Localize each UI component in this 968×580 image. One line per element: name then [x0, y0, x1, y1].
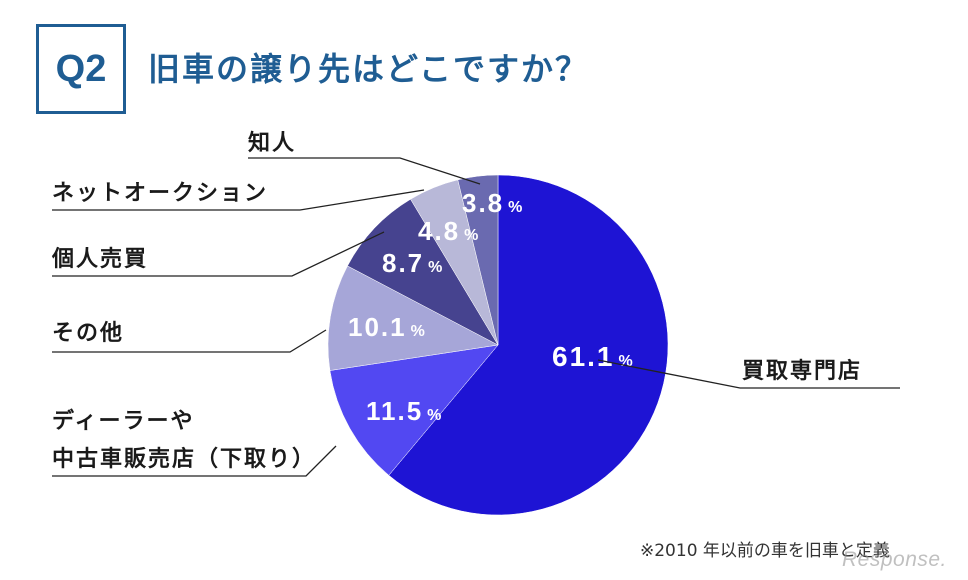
leader-line-3	[52, 231, 385, 277]
pie-slice-5	[457, 174, 499, 346]
percent-sign: %	[411, 323, 427, 340]
category-label-4: ネットオークション	[52, 181, 268, 206]
leader-line-5	[248, 157, 481, 185]
pie-slice-1	[329, 344, 499, 476]
category-label-1-line1: 中古車販売店（下取り）	[52, 446, 316, 472]
leader-line-1	[52, 445, 337, 477]
watermark-logo: Response.	[842, 548, 947, 571]
percent-sign: %	[619, 353, 635, 370]
category-label-2: その他	[52, 321, 124, 346]
category-label-3: 個人売買	[51, 246, 148, 272]
percent-sign: %	[508, 199, 524, 216]
slice-value-label-4: 4.8%	[418, 216, 480, 246]
footnote: ※2010 年以前の車を旧車と定義	[640, 541, 890, 561]
question-number: Q2	[55, 47, 107, 90]
category-label-0: 買取専門店	[742, 359, 862, 384]
percent-sign: %	[428, 259, 444, 276]
leader-line-4	[52, 189, 425, 211]
pie-slice-2	[327, 265, 499, 371]
pie-slice-3	[347, 198, 499, 346]
pie-slice-0	[388, 174, 669, 516]
category-label-1-line0: ディーラーや	[52, 408, 194, 434]
percent-sign: %	[427, 407, 443, 424]
category-label-5: 知人	[248, 130, 296, 156]
chart-title: 旧車の譲り先はどこですか？	[148, 50, 590, 88]
percent-sign: %	[464, 227, 480, 244]
question-number-box: Q2	[36, 24, 126, 114]
leader-line-0	[597, 359, 900, 389]
leader-line-2	[52, 329, 327, 353]
